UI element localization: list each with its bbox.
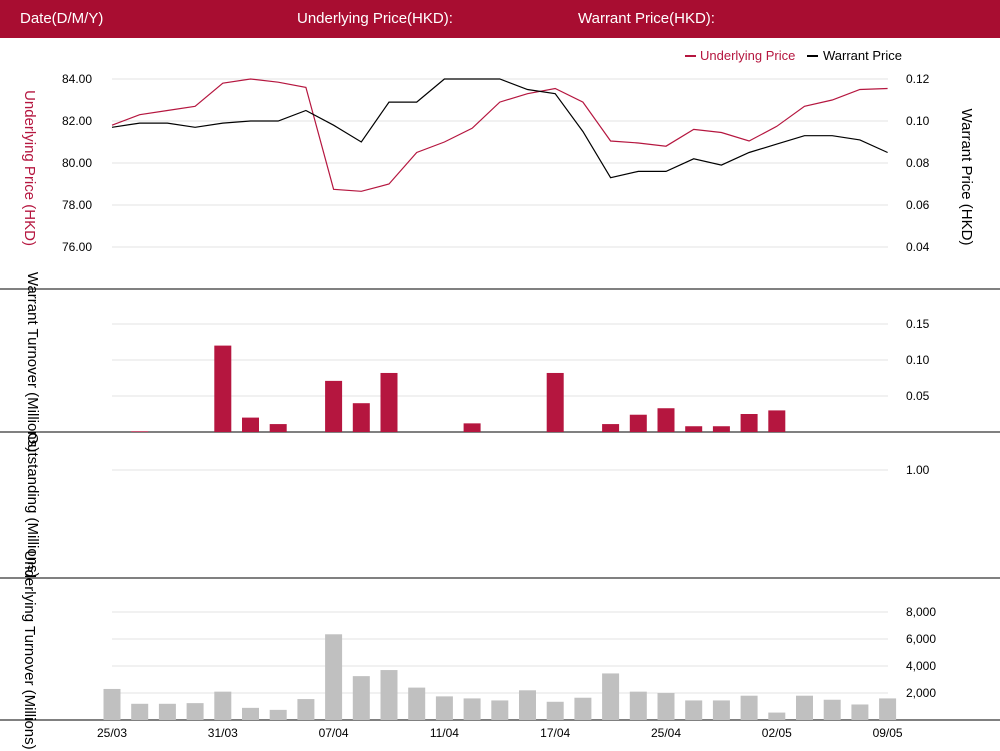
underlying-turnover-bar [768, 712, 786, 720]
warrant-turnover-bar [131, 431, 149, 432]
legend-label-warrant: Warrant Price [823, 48, 902, 63]
underlying-turnover-bar [269, 709, 287, 720]
warrant-turnover-bar [352, 403, 370, 432]
date-label: Date(D/M/Y) [20, 10, 104, 27]
left-tick-label: 76.00 [62, 240, 92, 254]
underlying-turnover-bar [186, 703, 204, 720]
right-tick-label: 0.10 [906, 114, 930, 128]
warrant-turnover-bar [214, 345, 232, 432]
x-tick-label: 31/03 [208, 726, 238, 740]
right-tick-label: 0.04 [906, 240, 930, 254]
warrant-price-line [111, 78, 888, 179]
right-tick-label: 0.08 [906, 156, 930, 170]
warrant-price-label: Warrant Price(HKD): [578, 10, 715, 27]
underlying-turnover-bar [879, 698, 897, 720]
left-tick-label: 78.00 [62, 198, 92, 212]
x-tick-label: 25/04 [651, 726, 681, 740]
x-tick-label: 11/04 [430, 726, 459, 740]
underlying-turnover-bar [546, 701, 564, 720]
x-tick-label: 02/05 [762, 726, 792, 740]
left-tick-label: 82.00 [62, 114, 92, 128]
right-tick-label: 8,000 [906, 605, 936, 619]
warrant-turnover-bar [712, 426, 730, 432]
panel-axis-title: Underlying Turnover (Millions) [21, 550, 38, 749]
right-tick-label: 0.10 [906, 353, 930, 367]
chart-header-bar: Date(D/M/Y) Underlying Price(HKD): Warra… [0, 0, 1000, 38]
warrant-turnover-bar [740, 414, 758, 432]
warrant-turnover-bar [242, 417, 259, 432]
right-tick-label: 0.05 [906, 389, 930, 403]
underlying-turnover-bar [491, 700, 509, 720]
warrant-turnover-bar [602, 424, 620, 432]
warrant-turnover-bar [768, 410, 786, 432]
underlying-turnover-bar [796, 695, 813, 720]
underlying-price-line [111, 78, 888, 192]
warrant-turnover-bar [629, 414, 647, 432]
underlying-turnover-bar [158, 703, 176, 720]
underlying-turnover-bar [712, 700, 730, 720]
right-tick-label: 2,000 [906, 686, 936, 700]
warrant-turnover-bar [269, 424, 287, 432]
underlying-turnover-bar [242, 707, 259, 720]
underlying-turnover-bar [408, 687, 426, 720]
left-axis-title: Underlying Price (HKD) [21, 90, 38, 246]
underlying-turnover-bar [740, 695, 758, 720]
x-tick-label: 09/05 [873, 726, 903, 740]
underlying-turnover-bar [574, 697, 592, 720]
underlying-turnover-bar [602, 673, 620, 720]
x-tick-label: 07/04 [319, 726, 349, 740]
x-tick-label: 17/04 [540, 726, 570, 740]
underlying-price-label: Underlying Price(HKD): [297, 10, 453, 27]
right-tick-label: 0.15 [906, 317, 930, 331]
left-tick-label: 80.00 [62, 156, 92, 170]
underlying-turnover-bar [325, 634, 343, 720]
underlying-turnover-bar [823, 699, 841, 720]
right-axis-title: Warrant Price (HKD) [958, 109, 975, 246]
underlying-turnover-bar [214, 691, 232, 720]
underlying-turnover-bar [519, 690, 536, 720]
right-tick-label: 1.00 [906, 463, 930, 477]
underlying-turnover-bar [352, 676, 370, 720]
warrant-turnover-bar [657, 408, 675, 432]
underlying-turnover-bar [851, 704, 869, 720]
warrant-chart: 84.00 82.00 80.00 78.00 76.00 0.12 0.10 0.08 0.0… [0, 48, 1000, 750]
underlying-turnover-bar [297, 699, 315, 720]
warrant-turnover-bar [685, 426, 703, 432]
right-tick-label: 6,000 [906, 632, 936, 646]
underlying-turnover-bar [380, 670, 398, 720]
warrant-turnover-bar [325, 380, 343, 432]
underlying-turnover-bar [629, 691, 647, 720]
panel-axis-title: Outstanding (Millions) [24, 432, 41, 577]
warrant-turnover-bar [546, 372, 564, 432]
warrant-turnover-bar [380, 372, 398, 432]
underlying-turnover-bar [103, 688, 121, 720]
legend-label-underlying: Underlying Price [700, 48, 795, 63]
underlying-turnover-bar [463, 698, 481, 720]
underlying-turnover-bar [435, 696, 453, 720]
left-tick-label: 84.00 [62, 72, 92, 86]
underlying-turnover-bar [131, 703, 149, 720]
underlying-turnover-bar [657, 693, 675, 720]
underlying-turnover-bar [685, 700, 703, 720]
right-tick-label: 0.06 [906, 198, 930, 212]
right-tick-label: 4,000 [906, 659, 936, 673]
panel-axis-title: Warrant Turnover (Millions) [24, 272, 41, 452]
warrant-turnover-bar [463, 423, 481, 432]
x-tick-label: 25/03 [97, 726, 127, 740]
right-tick-label: 0.12 [906, 72, 930, 86]
